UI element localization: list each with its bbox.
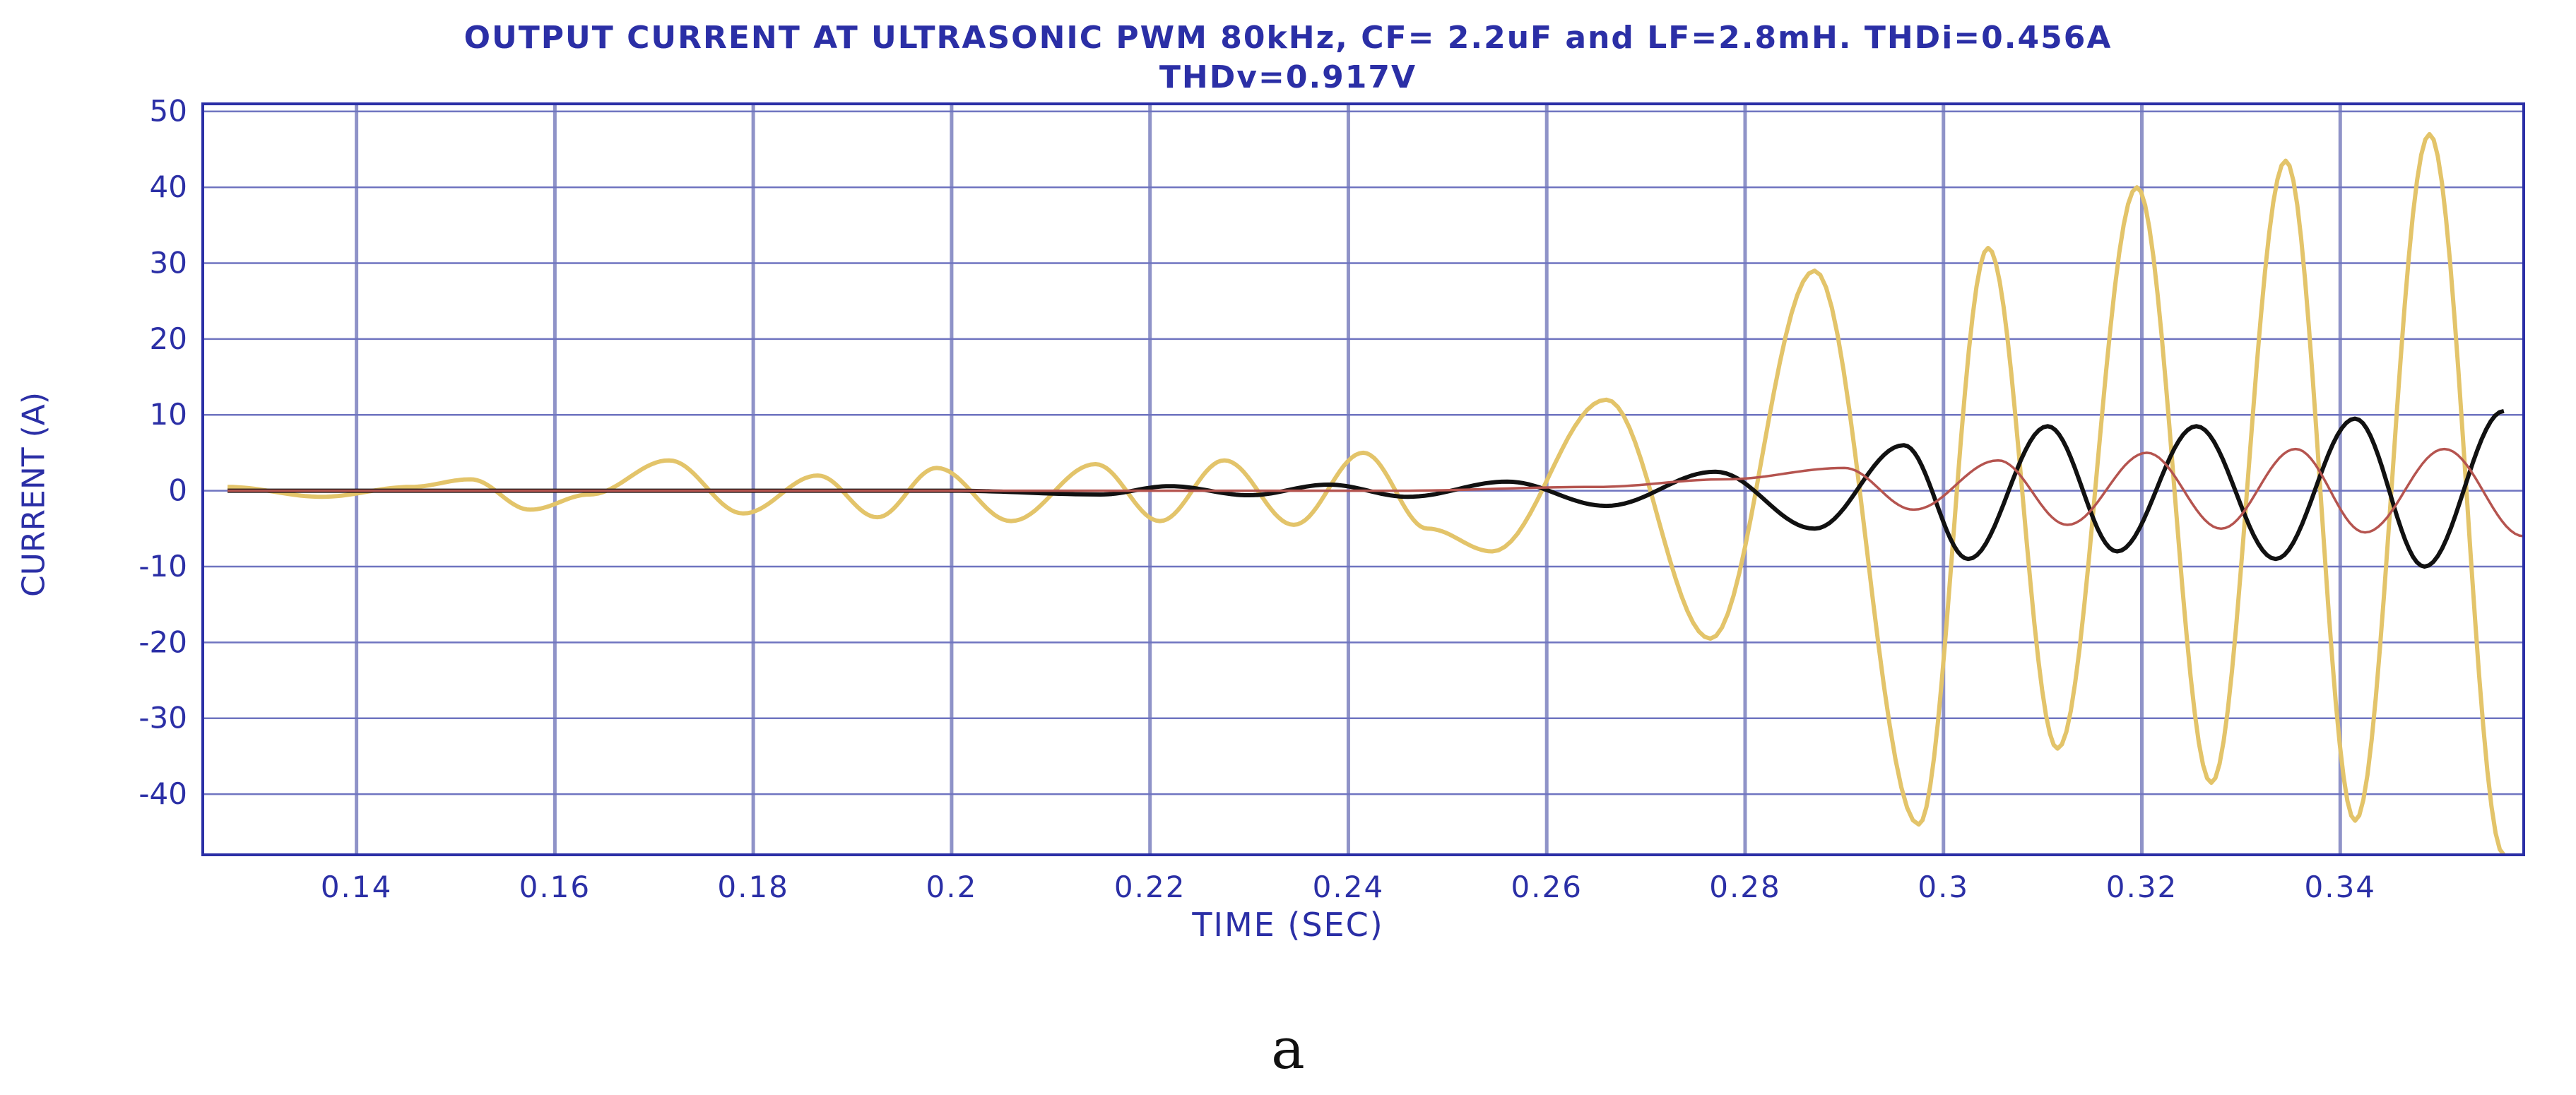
series-layer [228, 131, 2524, 856]
y-axis-label: CURRENT (A) [16, 391, 52, 598]
y-tick-label: 20 [150, 321, 187, 356]
y-tick-label: 50 [150, 94, 187, 129]
x-tick-label: 0.28 [1709, 870, 1781, 904]
x-tick-label: 0.16 [519, 870, 591, 904]
x-tick-label: 0.18 [717, 870, 789, 904]
series-line-3 [228, 447, 2524, 538]
x-tick-label: 0.22 [1114, 870, 1186, 904]
x-axis-label: TIME (SEC) [1192, 906, 1384, 944]
y-tick-label: -30 [138, 701, 187, 735]
x-tick-label: 0.2 [926, 870, 978, 904]
x-tick-label: 0.34 [2305, 870, 2377, 904]
tick-labels: 0.14 0.16 0.18 0.2 0.22 0.24 0.26 0.28 0.3 0.32 0.… [138, 94, 2377, 904]
y-tick-label: 40 [150, 170, 187, 204]
figure-caption: a [1271, 1016, 1305, 1082]
chart-title: OUTPUT CURRENT AT ULTRASONIC PWM 80kHz, … [463, 20, 2113, 56]
y-tick-label: 30 [150, 245, 187, 280]
y-tick-label: -10 [138, 549, 187, 584]
series-line-1 [228, 131, 2506, 856]
x-tick-label: 0.26 [1511, 870, 1583, 904]
plot-frame [201, 102, 2525, 856]
y-tick-label: 0 [168, 473, 187, 508]
x-tick-label: 0.24 [1313, 870, 1385, 904]
x-tick-label: 0.3 [1918, 870, 1969, 904]
y-tick-label: 10 [150, 397, 187, 432]
series-line-2 [228, 408, 2505, 569]
y-tick-label: -40 [138, 776, 187, 811]
chart-subtitle: THDv=0.917V [1159, 59, 1417, 95]
y-tick-label: -20 [138, 625, 187, 659]
x-tick-label: 0.14 [321, 870, 393, 904]
x-tick-label: 0.32 [2106, 870, 2178, 904]
